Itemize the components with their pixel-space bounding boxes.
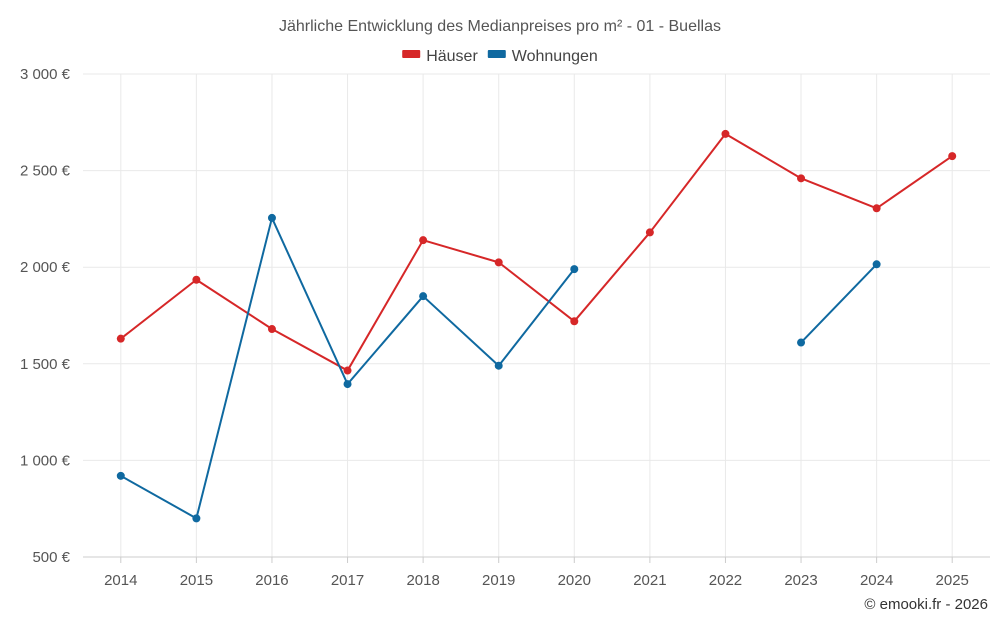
data-point[interactable] xyxy=(797,338,806,347)
data-point[interactable] xyxy=(343,380,352,389)
data-point[interactable] xyxy=(872,260,881,269)
legend-label: Wohnungen xyxy=(512,48,598,65)
y-tick-label: 1 500 € xyxy=(20,356,71,373)
data-point[interactable] xyxy=(797,174,806,183)
x-tick-label: 2023 xyxy=(784,572,817,589)
x-tick-label: 2019 xyxy=(482,572,515,589)
x-tick-label: 2016 xyxy=(255,572,288,589)
data-point[interactable] xyxy=(570,317,579,326)
x-tick-label: 2020 xyxy=(558,572,591,589)
y-tick-label: 500 € xyxy=(32,549,70,566)
chart-title: Jährliche Entwicklung des Medianpreises … xyxy=(279,18,721,35)
y-tick-label: 1 000 € xyxy=(20,452,71,469)
y-tick-label: 3 000 € xyxy=(20,66,71,83)
x-axis: 2014 2015 2016 2017 2018 2019 2020 2021 2022 2023… xyxy=(83,556,990,589)
x-tick-label: 2015 xyxy=(180,572,213,589)
data-point[interactable] xyxy=(721,129,730,138)
data-point[interactable] xyxy=(116,471,125,480)
series-wohnungen xyxy=(116,213,881,523)
x-tick-label: 2014 xyxy=(104,572,137,589)
legend-label: Häuser xyxy=(426,48,478,65)
y-tick-label: 2 500 € xyxy=(20,163,71,180)
x-tick-label: 2024 xyxy=(860,572,893,589)
x-tick-label: 2017 xyxy=(331,572,364,589)
grid xyxy=(83,73,990,558)
series-line xyxy=(800,263,878,344)
data-point[interactable] xyxy=(419,236,428,245)
data-point[interactable] xyxy=(267,325,276,334)
data-point[interactable] xyxy=(343,366,352,375)
series-line xyxy=(119,132,954,372)
x-tick-label: 2022 xyxy=(709,572,742,589)
data-point[interactable] xyxy=(494,361,503,370)
data-point[interactable] xyxy=(948,152,957,161)
data-point[interactable] xyxy=(872,204,881,213)
data-point[interactable] xyxy=(116,334,125,343)
y-tick-label: 2 000 € xyxy=(20,259,71,276)
data-point[interactable] xyxy=(192,275,201,284)
legend-swatch[interactable] xyxy=(487,50,506,58)
data-point[interactable] xyxy=(645,228,654,237)
data-point[interactable] xyxy=(419,292,428,301)
x-tick-label: 2021 xyxy=(633,572,666,589)
data-point[interactable] xyxy=(192,514,201,523)
series-haeuser xyxy=(116,129,957,375)
data-point[interactable] xyxy=(570,265,579,274)
series-layer xyxy=(116,129,957,523)
y-axis: 500 € 1 000 € 1 500 € 2 000 € 2 500 € 3 000 € xyxy=(20,66,71,566)
x-tick-label: 2025 xyxy=(936,572,969,589)
legend-swatch[interactable] xyxy=(402,50,421,58)
data-point[interactable] xyxy=(267,213,276,222)
data-point[interactable] xyxy=(494,258,503,267)
x-tick-label: 2018 xyxy=(406,572,439,589)
credit-text: © emooki.fr - 2026 xyxy=(864,596,988,613)
legend: Häuser Wohnungen xyxy=(402,48,598,65)
